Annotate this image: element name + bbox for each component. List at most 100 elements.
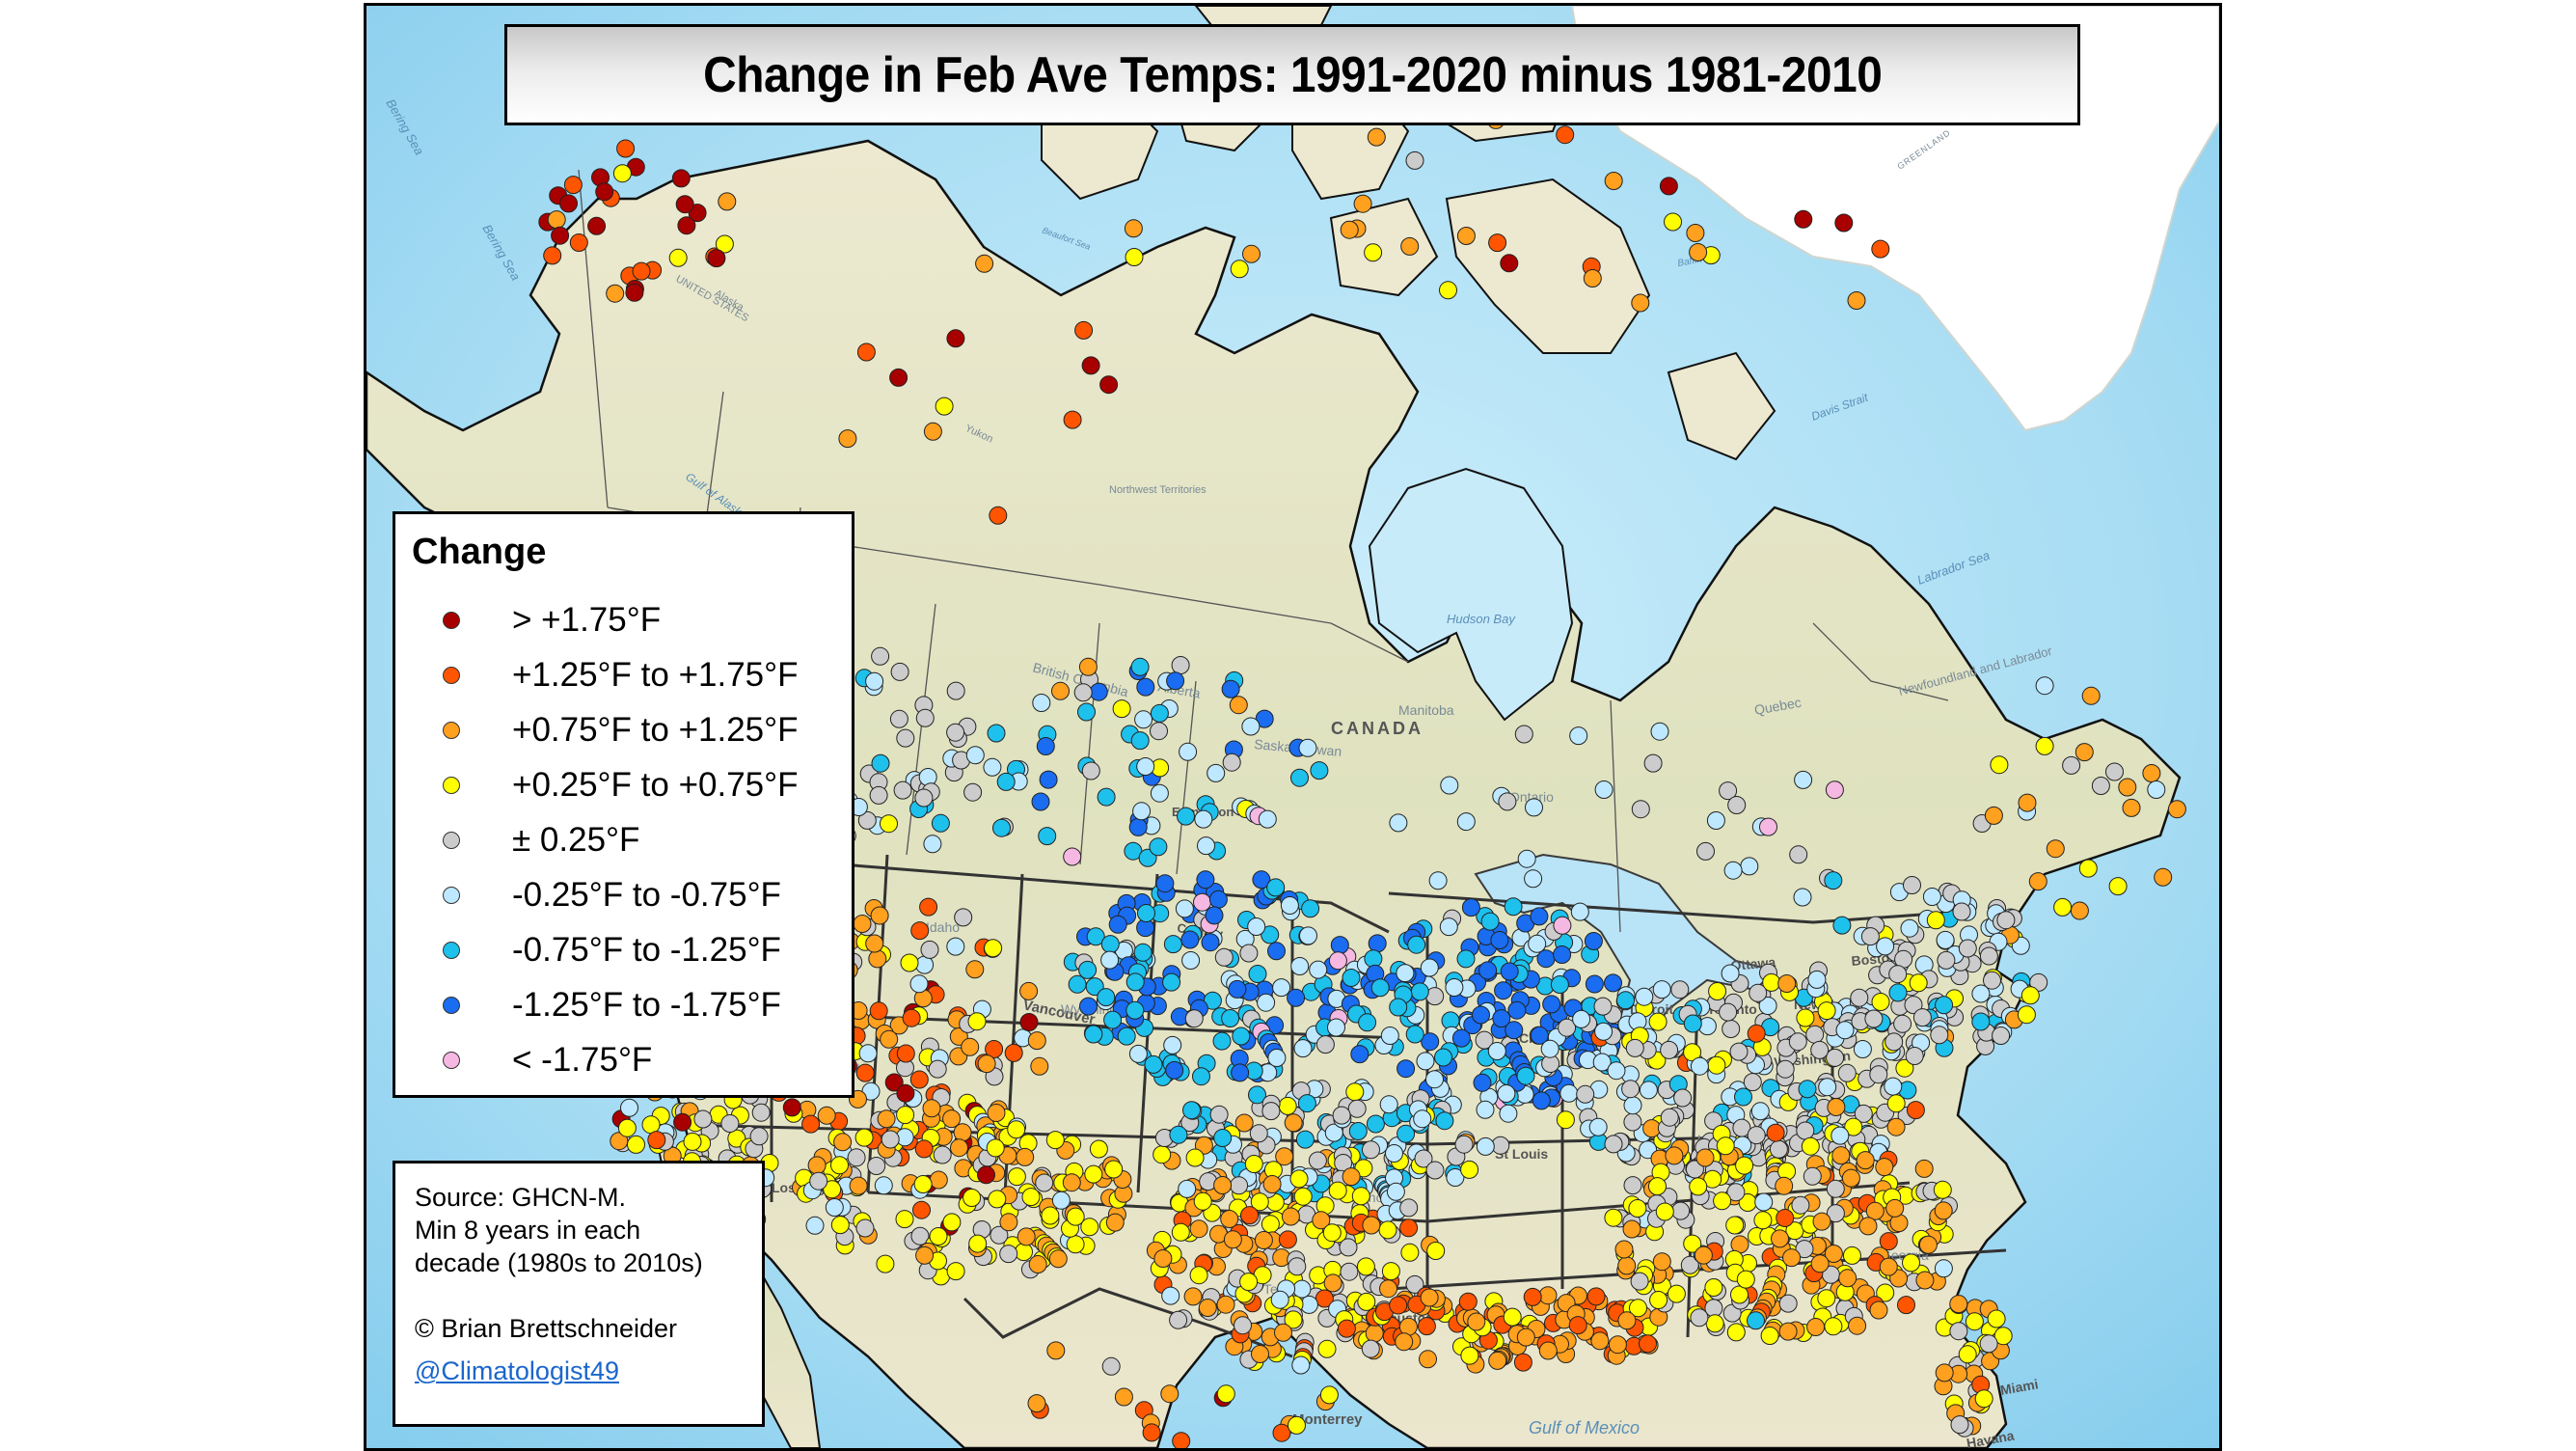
station-dot	[965, 746, 985, 765]
station-dot	[1850, 988, 1869, 1007]
station-dot	[2091, 777, 2110, 795]
station-dot	[1380, 1027, 1399, 1045]
station-dot	[1201, 933, 1220, 952]
station-dot	[1987, 1309, 2006, 1328]
station-dot	[1625, 1038, 1644, 1057]
station-dot	[1031, 792, 1050, 811]
station-dot	[1608, 1335, 1627, 1355]
station-dot	[1180, 930, 1200, 949]
station-dot	[1230, 1176, 1249, 1195]
station-dot	[1817, 1001, 1836, 1021]
station-dot	[749, 1127, 769, 1146]
station-dot	[1284, 1113, 1303, 1133]
station-dot	[1722, 1020, 1741, 1038]
station-dot	[1367, 127, 1386, 147]
station-dot	[1517, 849, 1536, 868]
station-dot	[1051, 681, 1070, 700]
station-dot	[1723, 861, 1743, 880]
station-dot	[1659, 177, 1678, 196]
station-dot	[1749, 983, 1768, 1002]
map-title: Change in Feb Ave Temps: 1991-2020 minus…	[702, 46, 1883, 103]
station-dot	[1451, 1028, 1471, 1048]
station-dot	[874, 1176, 893, 1195]
station-dot	[1628, 1199, 1647, 1218]
label-ontario: Ontario	[1509, 789, 1554, 805]
station-dot	[1084, 1025, 1103, 1044]
station-dot	[1288, 1257, 1307, 1276]
station-dot	[961, 1037, 980, 1056]
station-dot	[1607, 1061, 1626, 1081]
station-dot	[869, 785, 888, 805]
station-dot	[727, 1129, 746, 1148]
station-dot	[1648, 1012, 1668, 1031]
station-dot	[1288, 1415, 1306, 1435]
station-dot	[559, 194, 578, 213]
station-dot	[1604, 1135, 1623, 1154]
station-dot	[1879, 1232, 1898, 1251]
station-dot	[1181, 951, 1201, 970]
station-dot	[1460, 1346, 1479, 1365]
legend-label: < -1.75°F	[512, 1041, 653, 1079]
station-dot	[1149, 837, 1168, 857]
station-dot	[880, 814, 898, 834]
station-dot	[1847, 291, 1866, 310]
station-dot	[1824, 871, 1843, 890]
station-dot	[1197, 836, 1215, 856]
station-dot	[1194, 809, 1213, 829]
station-dot	[896, 1083, 915, 1103]
station-dot	[1399, 1198, 1419, 1218]
source-line: Source: GHCN-M.	[415, 1183, 627, 1212]
station-dot	[1952, 902, 1971, 921]
station-dot	[1516, 1066, 1535, 1085]
station-dot	[1364, 949, 1383, 969]
twitter-handle-link[interactable]: @Climatologist49	[415, 1356, 619, 1385]
station-dot	[1706, 811, 1725, 830]
station-dot	[2028, 872, 2047, 891]
station-dot	[1949, 1322, 1968, 1341]
station-dot	[1747, 1024, 1766, 1043]
station-dot	[1530, 907, 1549, 926]
station-dot	[1513, 1353, 1532, 1372]
station-dot	[1467, 1312, 1486, 1331]
station-dot	[985, 1040, 1004, 1058]
station-dot	[1251, 1345, 1269, 1363]
station-dot	[1590, 1331, 1610, 1351]
station-dot	[1086, 927, 1105, 946]
station-dot	[1841, 1168, 1860, 1188]
station-dot	[1499, 1104, 1518, 1123]
station-dot	[1743, 1073, 1762, 1092]
station-dot	[1639, 1334, 1657, 1354]
station-dot	[1426, 1242, 1446, 1260]
station-dot	[1342, 969, 1361, 987]
station-dot	[1630, 1272, 1649, 1291]
station-dot	[1796, 1121, 1815, 1140]
station-dot	[1178, 1179, 1197, 1198]
station-dot	[1834, 213, 1854, 233]
station-dot	[1136, 757, 1155, 776]
station-dot	[1696, 841, 1715, 861]
station-dot	[1021, 1188, 1041, 1207]
station-dot	[1357, 1292, 1376, 1311]
station-dot	[2018, 793, 2037, 812]
station-dot	[1498, 792, 1517, 811]
station-dot	[1435, 1111, 1454, 1131]
station-dot	[2074, 743, 2094, 762]
station-dot	[606, 284, 625, 303]
station-dot	[1826, 1048, 1845, 1067]
station-dot	[1865, 1201, 1885, 1220]
station-dot	[1730, 1285, 1749, 1304]
station-dot	[1428, 871, 1448, 890]
station-dot	[1439, 917, 1458, 937]
station-dot	[1041, 1206, 1060, 1225]
criteria-line: Min 8 years in each	[415, 1216, 641, 1245]
station-dot	[1979, 1334, 1998, 1354]
station-dot	[1089, 1139, 1108, 1159]
legend-item: < -1.75°F	[395, 1033, 849, 1087]
station-dot	[1660, 1108, 1679, 1127]
station-dot	[1705, 1314, 1724, 1333]
station-dot	[1073, 683, 1093, 702]
station-dot	[1810, 1040, 1830, 1059]
legend-dot-icon	[443, 997, 460, 1014]
station-dot	[1136, 677, 1155, 697]
station-dot	[865, 671, 884, 691]
